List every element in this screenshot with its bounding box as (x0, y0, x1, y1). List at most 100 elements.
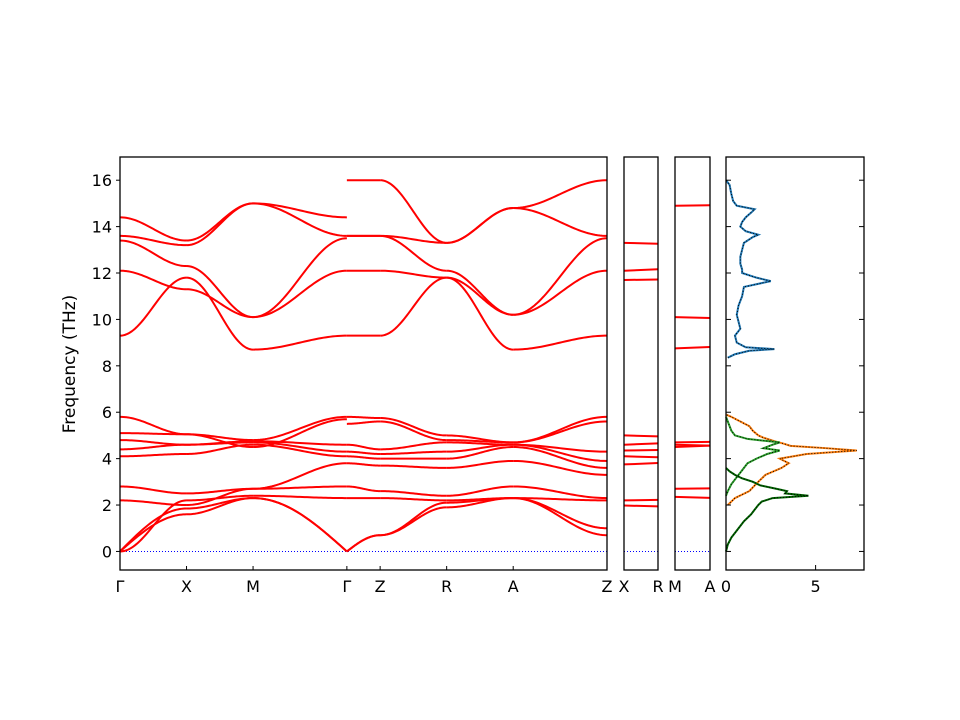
band-curve (186, 276, 254, 351)
band-curve (380, 276, 447, 337)
band-curve (120, 432, 187, 436)
dos-x-tick-label: 0 (721, 577, 731, 596)
band-curve (346, 534, 381, 553)
band-curve (253, 415, 347, 442)
band-curve (346, 443, 381, 451)
dos-curve (725, 467, 809, 552)
band-curve (346, 415, 381, 420)
band-curve (446, 207, 514, 244)
band-curve (120, 452, 187, 458)
x-tick-label: A (508, 577, 519, 596)
band-curve (674, 443, 711, 447)
band-curve (119, 415, 187, 436)
band-curve (346, 450, 381, 455)
band-curve (380, 501, 447, 537)
y-axis-label: Frequency (THz) (60, 295, 80, 434)
band-curve (346, 534, 381, 553)
band-curve (253, 497, 348, 553)
band-curve (623, 462, 659, 466)
dos-x-tick-label: 5 (811, 577, 821, 596)
band-curve (446, 434, 514, 444)
band-curve (674, 495, 711, 499)
y-tick-label: 0 (102, 542, 112, 561)
y-tick-label: 8 (102, 357, 112, 376)
x-tick-label: M (668, 577, 682, 596)
band-curve (623, 455, 659, 459)
x-tick-label: Z (602, 577, 613, 596)
axes-frame (623, 156, 659, 571)
band-curve (380, 417, 447, 437)
band-curve (120, 439, 187, 446)
band-curve (253, 237, 347, 319)
y-tick-label: 6 (102, 403, 112, 422)
band-curve (513, 446, 608, 469)
band-curve (186, 433, 254, 442)
y-tick-label: 14 (92, 218, 112, 237)
band-curve (380, 450, 447, 455)
band-curve (119, 269, 187, 291)
band-curve (346, 462, 381, 467)
band-curve (513, 485, 608, 500)
band-curve (119, 485, 187, 495)
band-curve (513, 443, 608, 453)
total-dos-curve (725, 467, 809, 552)
x-tick-label: Z (375, 577, 386, 596)
band-curve (380, 269, 447, 279)
x-tick-label: Γ (342, 577, 351, 596)
band-curve (253, 441, 347, 453)
band-curve (446, 497, 514, 502)
x-tick-label: M (246, 577, 260, 596)
dos-curve (725, 179, 775, 359)
band-curve (513, 334, 608, 351)
band-curve (119, 499, 187, 507)
axes-frame (674, 156, 711, 571)
band-curve (380, 506, 447, 537)
band-curve (513, 497, 608, 537)
total-dos-curve (725, 416, 780, 496)
band-curve (119, 234, 187, 247)
band-curve (446, 269, 514, 316)
axes-frames (119, 156, 865, 571)
band-curve (119, 216, 187, 242)
band-curve (119, 507, 187, 553)
band-curve (446, 276, 514, 351)
band-curve (253, 202, 347, 237)
band-curve (623, 241, 659, 245)
dos-curve (725, 413, 857, 506)
x-tick-label: R (652, 577, 663, 596)
band-curve (186, 440, 254, 446)
band-curve (253, 494, 347, 500)
band-curve (513, 415, 608, 444)
band-curve (446, 459, 514, 469)
band-curve (186, 487, 254, 495)
band-curve (446, 441, 514, 446)
band-curve (623, 442, 659, 446)
band-curve (346, 485, 381, 493)
band-curve (253, 440, 347, 446)
x-tick-label: X (619, 577, 630, 596)
band-curve (346, 455, 381, 460)
band-curve (253, 485, 347, 490)
band-curve (446, 485, 514, 497)
band-curve (346, 420, 381, 425)
band-curve (119, 276, 187, 337)
x-tick-label: A (705, 577, 716, 596)
x-tick-label: R (441, 577, 452, 596)
band-curve (186, 494, 254, 502)
band-curve (253, 202, 347, 219)
band-curve (623, 434, 659, 438)
x-tick-label: Γ (116, 577, 125, 596)
band-curve (513, 497, 607, 502)
band-curve (674, 316, 711, 320)
band-curve (253, 497, 348, 553)
dos-curve (725, 416, 781, 497)
band-curves (119, 179, 857, 553)
band-curve (380, 234, 447, 272)
band-curve (380, 497, 447, 502)
band-curve (380, 490, 447, 497)
band-curve (380, 234, 447, 244)
band-curve (380, 464, 447, 469)
band-curve (253, 334, 347, 351)
